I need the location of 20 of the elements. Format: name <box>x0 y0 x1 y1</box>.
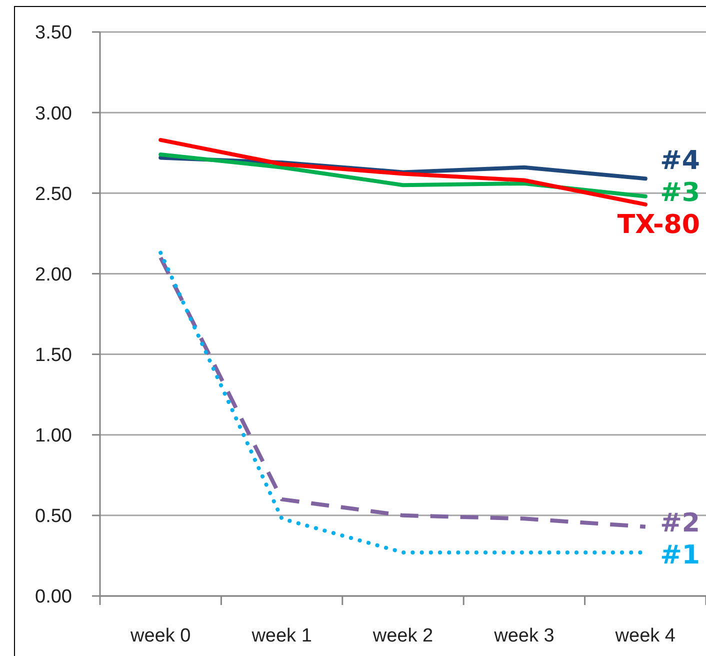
y-tick-label: 0.00 <box>35 586 72 608</box>
line-series <box>158 138 648 206</box>
series-label: #3 <box>660 178 700 208</box>
y-tick-label: 2.00 <box>35 264 72 286</box>
y-tick-label: 2.50 <box>35 184 72 205</box>
x-tick-label: week 4 <box>614 626 676 646</box>
series-label: TX-80 <box>617 210 700 240</box>
y-tick-label: 0.50 <box>35 506 72 528</box>
x-tick-label: week 0 <box>130 626 191 646</box>
series-label: #4 <box>660 146 700 176</box>
series-label: #1 <box>660 540 700 571</box>
y-tick-label: 1.50 <box>35 345 72 366</box>
x-tick-label: week 1 <box>250 626 312 646</box>
y-tick-label: 3.50 <box>35 22 72 44</box>
line-series <box>158 152 648 198</box>
y-tick-label: 1.00 <box>35 426 72 447</box>
x-tick-label: week 2 <box>372 626 434 646</box>
x-tick-label: week 3 <box>493 626 554 646</box>
y-tick-label: 3.00 <box>35 103 72 124</box>
series-label: #2 <box>660 508 700 539</box>
